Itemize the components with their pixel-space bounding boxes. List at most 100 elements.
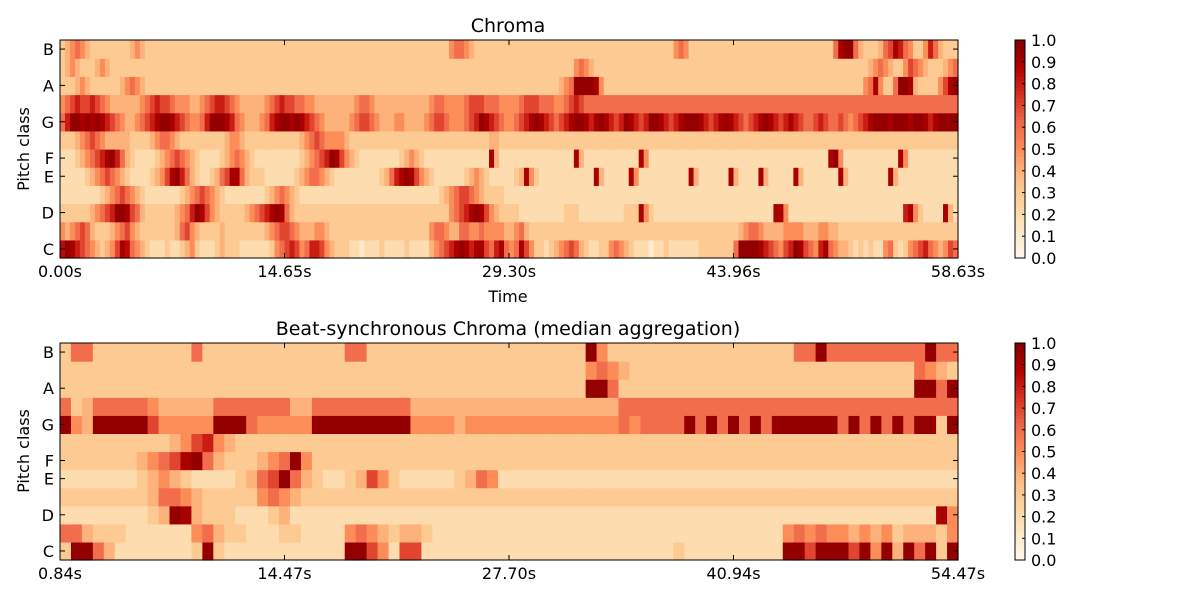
heatmap-cell xyxy=(224,185,231,205)
heatmap-cell xyxy=(519,379,532,398)
heatmap-cell xyxy=(449,167,455,186)
heatmap-cell xyxy=(259,221,266,241)
heatmap-cell xyxy=(474,112,480,132)
heatmap-cell xyxy=(804,397,817,416)
x-tick-label: 54.47s xyxy=(931,564,985,583)
heatmap-cell xyxy=(773,40,779,59)
heatmap-cell xyxy=(374,130,380,150)
heatmap-cell xyxy=(623,185,630,205)
heatmap-cell xyxy=(878,203,884,223)
heatmap-cell xyxy=(154,130,161,150)
heatmap-cell xyxy=(653,112,660,132)
colorbar-swatch xyxy=(1015,538,1025,543)
heatmap-cell xyxy=(394,58,400,77)
heatmap-cell xyxy=(79,239,86,259)
heatmap-cell xyxy=(479,167,485,186)
heatmap-cell xyxy=(793,112,799,132)
heatmap-cell xyxy=(444,40,450,59)
heatmap-cell xyxy=(925,505,937,525)
heatmap-cell xyxy=(284,149,291,168)
heatmap-cell xyxy=(504,167,510,186)
heatmap-cell xyxy=(84,112,91,132)
heatmap-cell xyxy=(893,40,899,59)
heatmap-cell xyxy=(364,40,370,59)
heatmap-cell xyxy=(174,203,181,223)
heatmap-cell xyxy=(377,523,390,543)
heatmap-cell xyxy=(908,221,914,241)
heatmap-cell xyxy=(476,397,488,416)
heatmap-cell xyxy=(833,130,839,150)
heatmap-cell xyxy=(235,541,247,561)
heatmap-cell xyxy=(354,203,360,223)
heatmap-cell xyxy=(294,239,301,259)
heatmap-cell xyxy=(464,76,470,96)
heatmap-cell xyxy=(823,239,829,259)
heatmap-cell xyxy=(859,361,871,380)
heatmap-cell xyxy=(618,361,631,380)
heatmap-cell xyxy=(125,415,138,435)
heatmap-cell xyxy=(892,361,904,380)
heatmap-cell xyxy=(366,451,379,471)
heatmap-cell xyxy=(119,94,126,114)
heatmap-cell xyxy=(843,94,849,114)
heatmap-cell xyxy=(244,167,251,186)
heatmap-cell xyxy=(837,433,850,453)
colorbar-swatch xyxy=(1015,210,1025,215)
heatmap-cell xyxy=(947,451,959,471)
heatmap-cell xyxy=(688,221,695,241)
heatmap-cell xyxy=(334,185,340,205)
heatmap-cell xyxy=(114,221,121,241)
heatmap-cell xyxy=(519,343,532,362)
heatmap-cell xyxy=(738,58,745,77)
heatmap-cell xyxy=(279,523,291,543)
heatmap-cell xyxy=(274,185,281,205)
heatmap-cell xyxy=(60,94,66,114)
heatmap-cell xyxy=(489,76,495,96)
heatmap-cell xyxy=(848,40,854,59)
heatmap-cell xyxy=(499,130,505,150)
heatmap-cell xyxy=(209,94,216,114)
heatmap-cell xyxy=(760,451,773,471)
colorbar-swatch xyxy=(1015,40,1025,45)
heatmap-cell xyxy=(484,112,490,132)
heatmap-cell xyxy=(618,58,625,77)
heatmap-cell xyxy=(114,112,121,132)
heatmap-cell xyxy=(813,58,819,77)
heatmap-cell xyxy=(623,76,630,96)
heatmap-cell xyxy=(103,505,116,525)
heatmap-cell xyxy=(717,379,729,398)
heatmap-cell xyxy=(583,40,590,59)
heatmap-cell xyxy=(708,221,715,241)
heatmap-cell xyxy=(613,149,620,168)
heatmap-cell xyxy=(384,40,390,59)
heatmap-cell xyxy=(793,94,799,114)
heatmap-cell xyxy=(459,76,465,96)
heatmap-cell xyxy=(618,239,625,259)
heatmap-cell xyxy=(314,185,321,205)
heatmap-cell xyxy=(191,451,203,471)
heatmap-cell xyxy=(828,130,834,150)
heatmap-cell xyxy=(553,221,560,241)
heatmap-cell xyxy=(888,94,894,114)
heatmap-cell xyxy=(81,487,94,507)
heatmap-cell xyxy=(708,94,715,114)
heatmap-cell xyxy=(738,149,745,168)
heatmap-cell xyxy=(414,130,420,150)
heatmap-cell xyxy=(749,361,762,380)
colorbar-swatch xyxy=(1015,433,1025,438)
colorbar-swatch xyxy=(1015,440,1025,445)
heatmap-cell xyxy=(264,76,271,96)
heatmap-cell xyxy=(771,343,784,362)
heatmap-cell xyxy=(184,221,191,241)
heatmap-cell xyxy=(509,469,521,489)
heatmap-cell xyxy=(947,361,959,380)
heatmap-cell xyxy=(244,58,251,77)
heatmap-cell xyxy=(139,185,146,205)
heatmap-cell xyxy=(783,149,789,168)
heatmap-cell xyxy=(136,343,149,362)
heatmap-cell xyxy=(469,130,475,150)
heatmap-cell xyxy=(778,130,784,150)
colorbar-swatch xyxy=(1015,390,1025,395)
heatmap-cell xyxy=(134,239,141,259)
heatmap-cell xyxy=(379,185,385,205)
